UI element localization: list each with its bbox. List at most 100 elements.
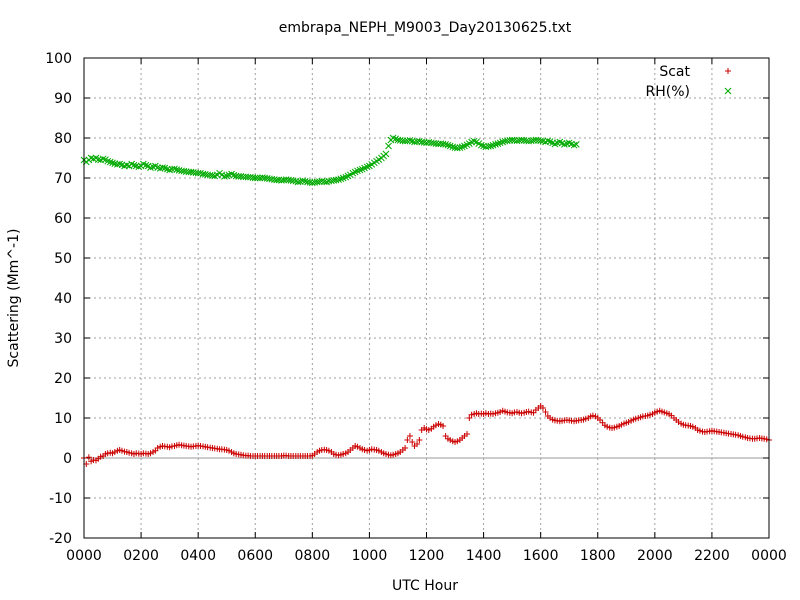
rh-point	[451, 144, 459, 151]
legend-marker	[724, 87, 732, 95]
y-tick-label: 70	[54, 171, 72, 187]
rh-point	[221, 173, 228, 180]
rh-point	[316, 178, 323, 185]
rh-point	[406, 137, 414, 144]
scat-point	[406, 433, 413, 439]
x-tick-label: 2000	[637, 548, 673, 564]
x-tick-label: 0000	[751, 548, 787, 564]
rh-point	[142, 161, 150, 169]
rh-point	[470, 137, 478, 145]
x-tick-label: 1400	[466, 548, 502, 564]
rh-point	[123, 161, 131, 169]
scat-point	[632, 415, 639, 422]
rh-point	[492, 141, 499, 148]
y-tick-label: -10	[49, 491, 72, 507]
rh-point	[544, 137, 552, 145]
series-scat	[81, 403, 772, 467]
rh-point	[159, 164, 166, 171]
scat-point	[404, 437, 411, 443]
scat-point	[646, 411, 653, 418]
x-tick-label: 0200	[123, 548, 159, 564]
rh-point	[423, 139, 430, 147]
rh-point	[456, 144, 464, 151]
legend-label: Scat	[659, 64, 690, 80]
scat-point	[375, 447, 382, 454]
rh-point	[494, 140, 502, 147]
rh-point	[572, 141, 580, 148]
rh-point	[453, 144, 461, 152]
y-tick-label: 30	[54, 331, 72, 347]
x-tick-label: 0400	[180, 548, 216, 564]
rh-point	[109, 159, 116, 167]
scat-point	[689, 423, 696, 430]
scat-point	[542, 409, 549, 415]
rh-point	[323, 178, 330, 186]
scat-point	[382, 451, 389, 457]
rh-point	[116, 160, 124, 168]
scat-point	[440, 423, 447, 429]
x-tick-label: 1600	[523, 548, 559, 564]
scat-point	[118, 447, 125, 454]
rh-point	[130, 161, 138, 169]
y-tick-label: 100	[45, 51, 72, 67]
scat-point	[696, 427, 703, 434]
rh-point	[458, 143, 466, 151]
scat-point	[539, 405, 546, 411]
scat-point	[582, 415, 589, 422]
rh-point	[363, 163, 371, 171]
y-tick-label: -20	[49, 531, 72, 547]
scat-point	[525, 408, 532, 415]
scat-point	[225, 447, 232, 454]
rh-point	[444, 141, 452, 149]
y-tick-label: 60	[54, 211, 72, 227]
scat-point	[390, 451, 397, 458]
rh-point	[87, 154, 95, 162]
plot-border	[83, 57, 770, 539]
y-tick-label: 20	[54, 371, 72, 387]
scat-point	[354, 443, 361, 450]
chart-title: embrapa_NEPH_M9003_Day20130625.txt	[279, 20, 572, 36]
x-tick-label: 1000	[352, 548, 388, 564]
rh-point	[332, 176, 340, 184]
rh-point	[230, 171, 238, 179]
scat-point	[414, 441, 421, 447]
ticks: -20 -10 0 10 20 30 40 50 60 70 80 90 100 0000 0200 0400…	[45, 51, 787, 564]
rh-point	[99, 155, 107, 163]
rh-point	[335, 176, 342, 183]
rh-point	[416, 137, 423, 145]
rh-point	[280, 176, 288, 184]
rh-point	[570, 141, 578, 149]
x-tick-label: 2200	[694, 548, 730, 564]
x-tick-label: 0000	[66, 548, 102, 564]
y-tick-label: 80	[54, 131, 72, 147]
rh-point	[166, 166, 173, 174]
rh-point	[301, 177, 309, 185]
scat-point	[402, 445, 409, 451]
rh-point	[385, 142, 392, 150]
rh-point	[487, 142, 495, 150]
rh-point	[382, 150, 390, 158]
scat-point	[409, 439, 416, 445]
scat-point	[97, 453, 104, 460]
scat-point	[416, 437, 423, 443]
legend: Scat RH(%)	[646, 64, 732, 100]
rh-point	[106, 158, 114, 166]
rh-point	[294, 178, 302, 186]
rh-point	[511, 137, 518, 144]
scat-point	[454, 438, 461, 445]
rh-point	[515, 137, 523, 144]
series-layer	[80, 134, 772, 467]
x-axis-label: UTC Hour	[392, 578, 458, 594]
rh-point	[477, 141, 485, 149]
rh-point	[537, 137, 545, 145]
scat-point	[447, 437, 454, 443]
scat-point	[340, 451, 347, 457]
legend-marker	[725, 68, 731, 74]
x-tick-label: 0800	[295, 548, 331, 564]
scat-point	[154, 445, 161, 451]
x-tick-label: 1200	[409, 548, 445, 564]
rh-point	[251, 174, 259, 182]
scat-point	[618, 421, 625, 428]
scat-point	[111, 449, 118, 455]
scat-point	[589, 412, 596, 419]
